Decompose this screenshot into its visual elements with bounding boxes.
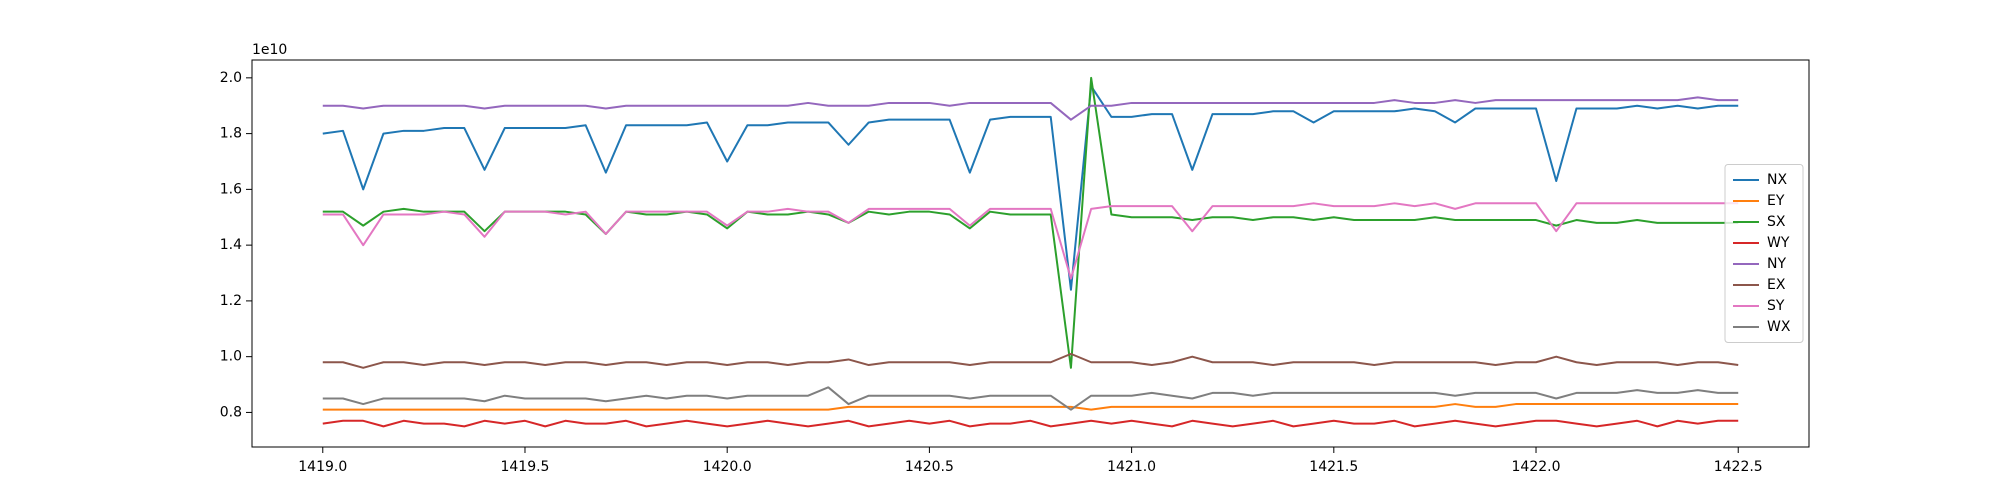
y-tick-label: 1.6 — [220, 181, 242, 197]
plot-frame — [251, 59, 1810, 448]
series-line — [322, 76, 1739, 369]
y-tick-label: 1.8 — [220, 126, 242, 142]
legend-label: SX — [1767, 214, 1786, 230]
legend-label: EX — [1767, 277, 1786, 293]
y-tick-label: 1.2 — [220, 293, 242, 309]
y-tick-label: 1.0 — [220, 349, 242, 365]
x-tick-label: 1421.0 — [1107, 459, 1156, 475]
series-line — [322, 85, 1739, 291]
legend-label: SY — [1767, 298, 1785, 314]
legend-box — [1724, 164, 1804, 343]
legend-label: WX — [1767, 319, 1791, 335]
series-line — [322, 96, 1739, 121]
y-tick-label: 0.8 — [220, 404, 242, 420]
x-tick-label: 1422.5 — [1714, 459, 1763, 475]
series-line — [322, 352, 1739, 369]
series-line — [322, 386, 1739, 411]
legend-label: EY — [1767, 193, 1785, 209]
series-line — [322, 419, 1739, 428]
x-tick-label: 1420.5 — [905, 459, 954, 475]
legend-label: WY — [1767, 235, 1790, 251]
y-offset-label: 1e10 — [252, 42, 287, 58]
x-tick-label: 1421.5 — [1309, 459, 1358, 475]
series-line — [322, 403, 1739, 411]
y-tick-label: 1.4 — [220, 237, 242, 253]
series-line — [322, 202, 1739, 280]
legend-label: NX — [1767, 172, 1787, 188]
x-tick-label: 1422.0 — [1512, 459, 1561, 475]
legend-label: NY — [1767, 256, 1786, 272]
x-tick-label: 1419.5 — [500, 459, 549, 475]
y-tick-label: 2.0 — [220, 70, 242, 86]
x-tick-label: 1420.0 — [703, 459, 752, 475]
x-tick-label: 1419.0 — [298, 459, 347, 475]
